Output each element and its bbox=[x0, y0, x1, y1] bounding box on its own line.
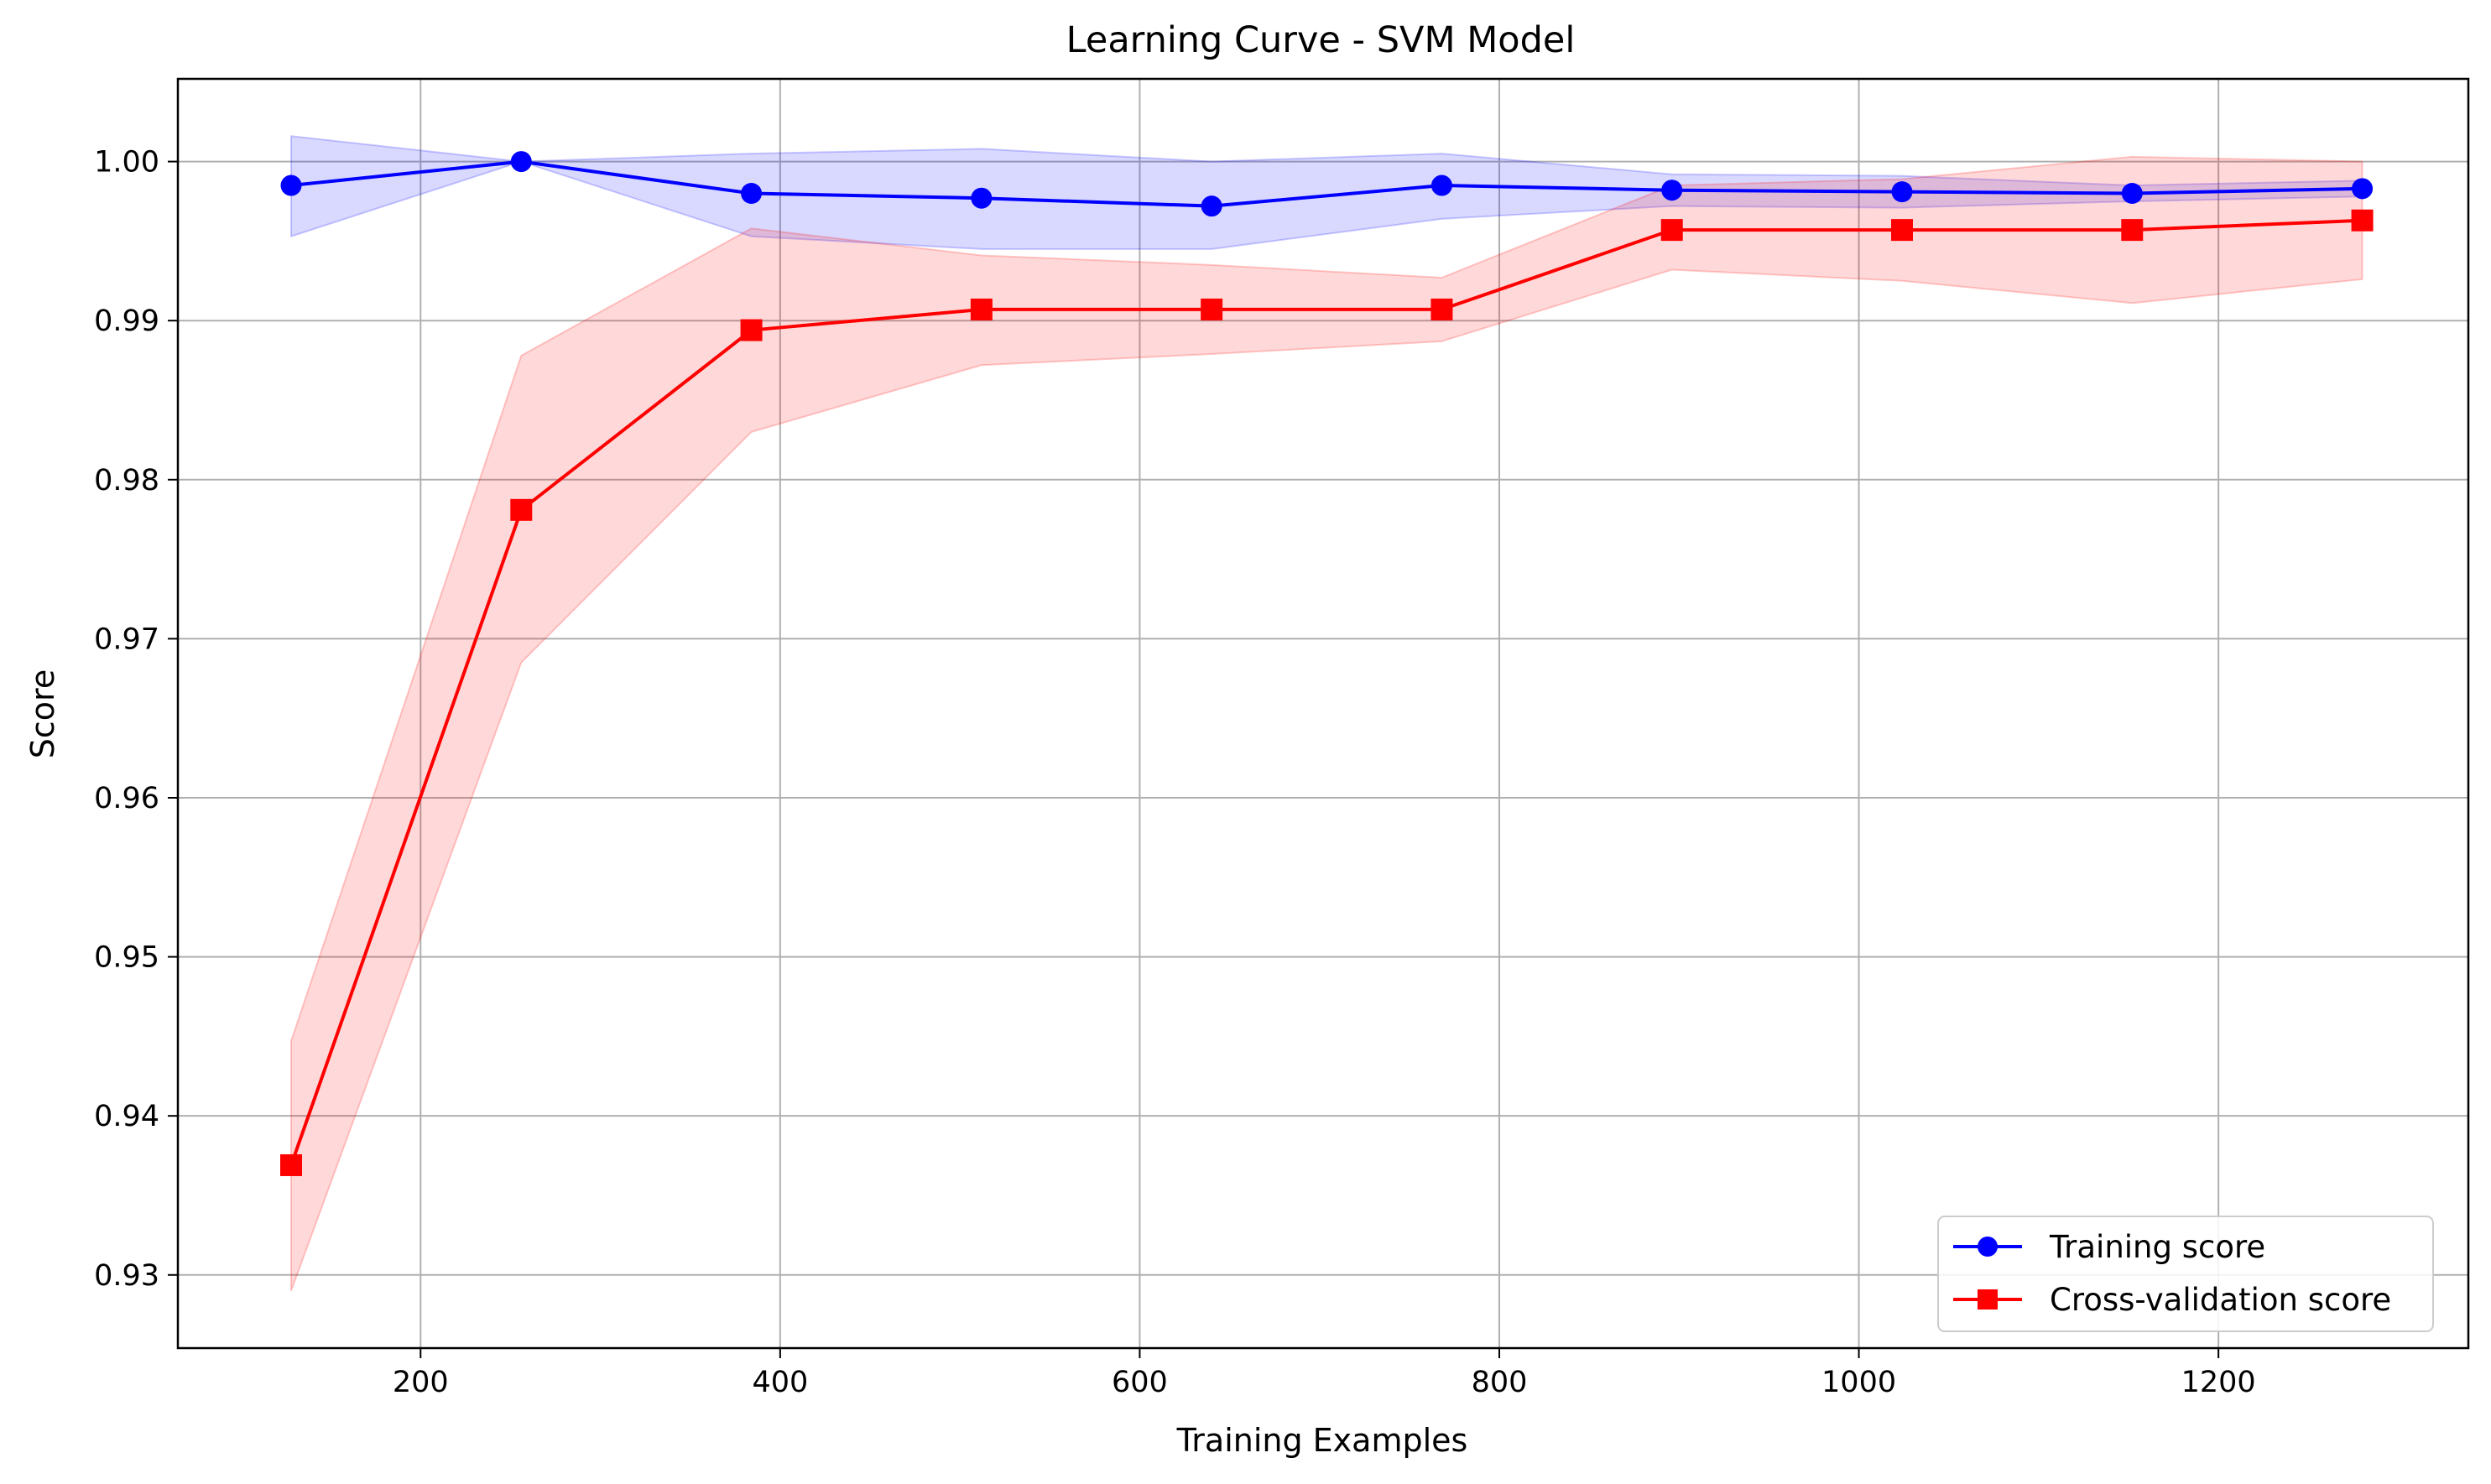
y-tick-label: 1.00 bbox=[94, 146, 159, 180]
x-tick-label: 1000 bbox=[1821, 1366, 1896, 1399]
data-point-0 bbox=[741, 183, 763, 205]
x-tick-label: 400 bbox=[752, 1366, 808, 1399]
x-tick-label: 800 bbox=[1472, 1366, 1528, 1399]
y-tick-label: 0.97 bbox=[94, 622, 159, 656]
plot-frame bbox=[176, 77, 2470, 1350]
x-tick-label: 1200 bbox=[2181, 1366, 2256, 1399]
y-tick-label: 0.99 bbox=[94, 305, 159, 338]
legend-box bbox=[1937, 1216, 2434, 1332]
legend-label-training: Training score bbox=[2049, 1229, 2265, 1265]
y-tick-label: 0.94 bbox=[94, 1100, 159, 1133]
legend-marker-training bbox=[1978, 1237, 1998, 1257]
data-point-0 bbox=[1201, 195, 1222, 217]
data-point-1 bbox=[1891, 219, 1913, 242]
data-point-0 bbox=[1661, 180, 1683, 201]
data-point-0 bbox=[510, 151, 532, 173]
data-point-1 bbox=[740, 319, 763, 341]
data-point-1 bbox=[1201, 298, 1223, 320]
x-tick-label: 600 bbox=[1112, 1366, 1168, 1399]
chart-title: Learning Curve - SVM Model bbox=[1066, 19, 1576, 61]
legend-marker-cv bbox=[1978, 1289, 1998, 1310]
legend: Training score Cross-validation score bbox=[1937, 1216, 2434, 1332]
data-point-1 bbox=[2351, 209, 2374, 232]
data-point-1 bbox=[970, 298, 993, 320]
series-layer bbox=[280, 151, 2374, 1176]
confidence-band-1 bbox=[290, 155, 2363, 1292]
y-tick-label: 0.95 bbox=[94, 941, 159, 975]
series-line-1 bbox=[289, 218, 2363, 1166]
x-tick-label: 200 bbox=[393, 1366, 449, 1399]
confidence-bands bbox=[290, 135, 2363, 1292]
data-point-1 bbox=[2121, 219, 2144, 242]
y-axis-ticks: 0.93 0.94 0.95 0.96 0.97 0.98 0.99 1.00 bbox=[94, 146, 178, 1293]
y-tick-label: 0.98 bbox=[94, 464, 159, 497]
x-axis-label: Training Examples bbox=[1176, 1422, 1468, 1459]
data-point-1 bbox=[280, 1153, 302, 1176]
legend-label-cv: Cross-validation score bbox=[2050, 1282, 2391, 1318]
data-point-0 bbox=[2352, 178, 2374, 200]
x-axis-ticks: 200 400 600 800 1000 1200 bbox=[393, 1348, 2256, 1399]
data-point-0 bbox=[971, 187, 993, 209]
data-point-1 bbox=[1431, 298, 1453, 320]
grid bbox=[178, 79, 2468, 1348]
data-point-0 bbox=[1431, 174, 1452, 196]
data-point-1 bbox=[510, 498, 533, 521]
y-tick-label: 0.93 bbox=[94, 1259, 159, 1293]
data-point-0 bbox=[280, 174, 302, 196]
y-axis-label: Score bbox=[24, 669, 61, 758]
data-point-0 bbox=[2121, 183, 2143, 205]
y-tick-label: 0.96 bbox=[94, 782, 159, 815]
data-point-0 bbox=[1891, 181, 1913, 203]
data-point-1 bbox=[1660, 219, 1683, 242]
series-line-0 bbox=[290, 159, 2363, 208]
